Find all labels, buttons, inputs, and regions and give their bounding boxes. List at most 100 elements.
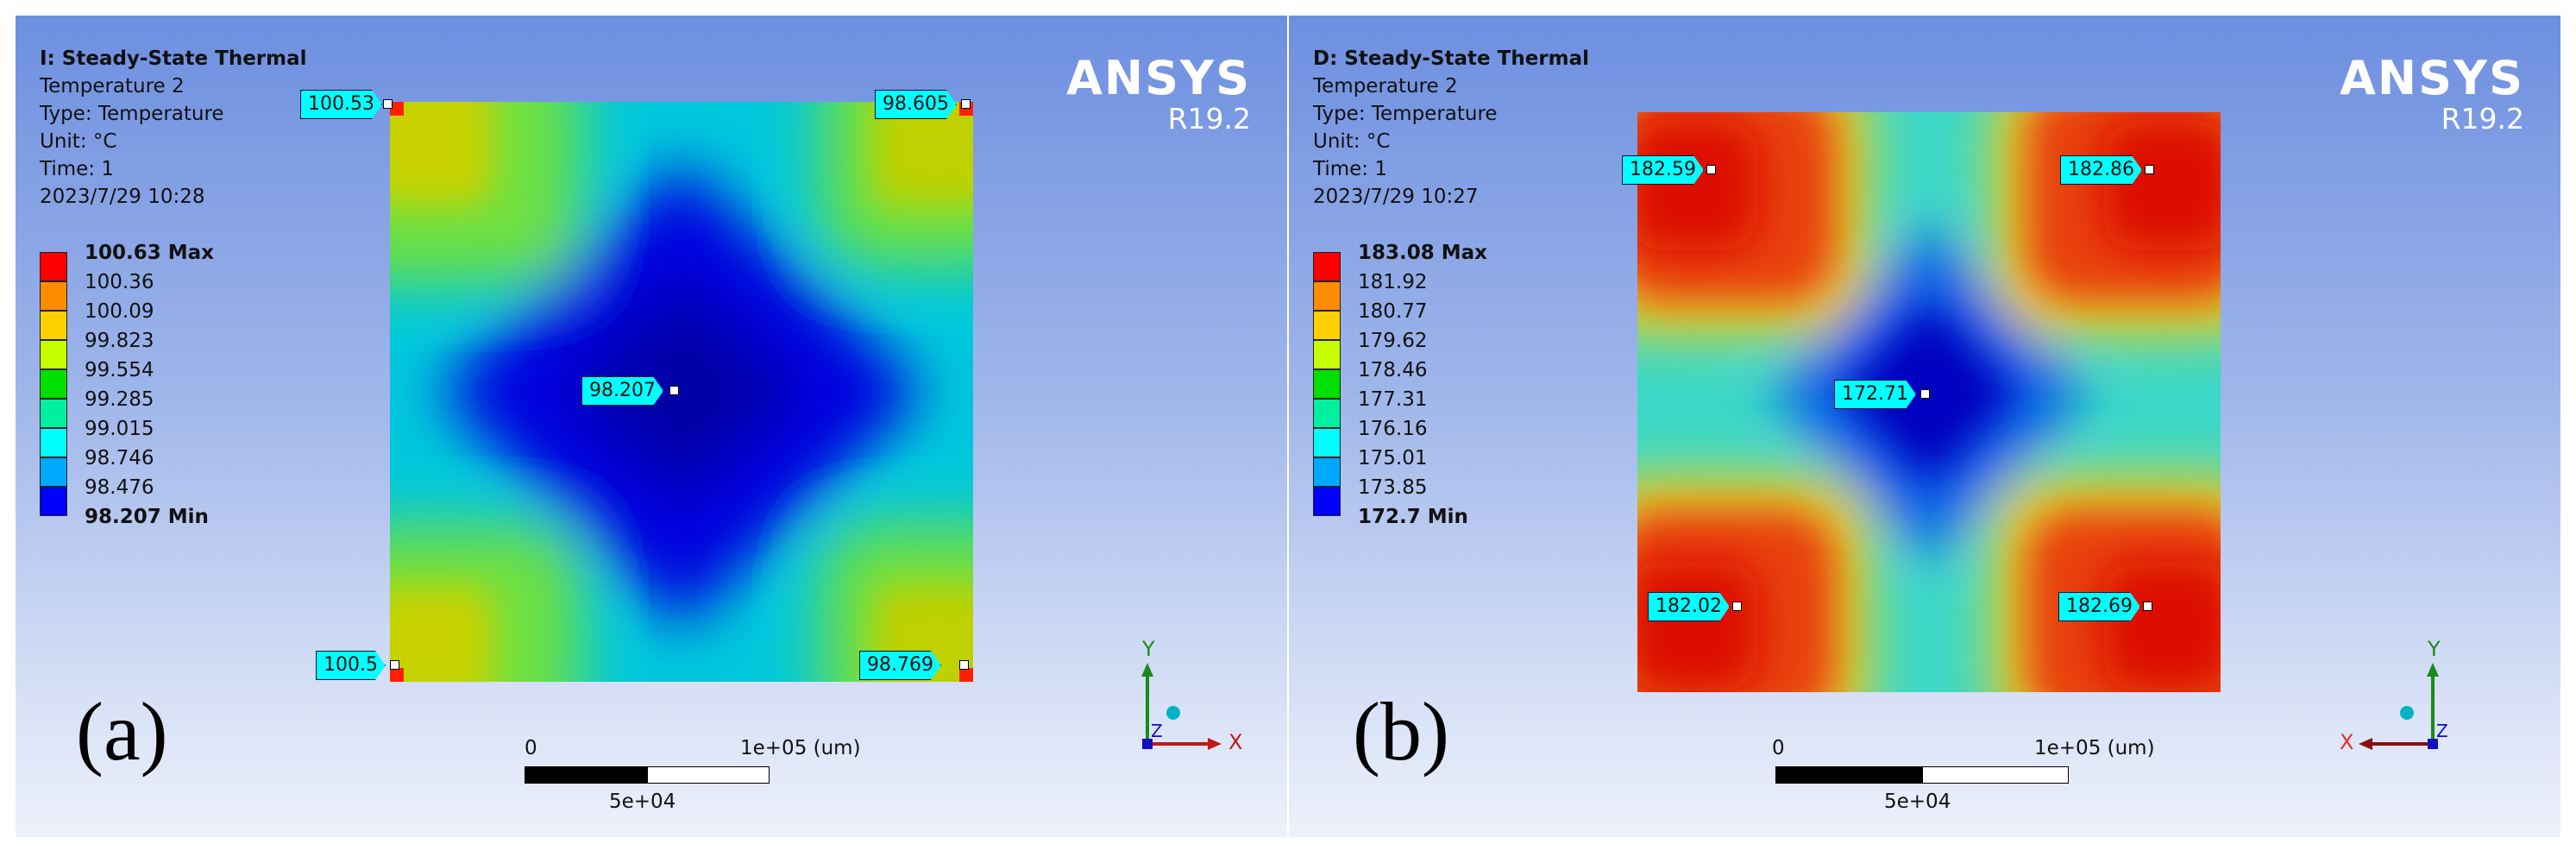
probe-marker: [1920, 389, 1930, 399]
scale-end: 1e+05 (um): [740, 737, 861, 759]
legend-min: 172.7 Min: [1358, 506, 1468, 528]
probe-label-top-right[interactable]: 98.605: [875, 90, 957, 119]
scale-bar-white: [1922, 766, 2069, 784]
probe-label-bottom-left[interactable]: 100.5: [316, 651, 386, 680]
probe-marker: [669, 386, 679, 395]
result-info: D: Steady-State Thermal Temperature 2 Ty…: [1313, 45, 1589, 211]
legend-label: 98.746: [85, 447, 154, 469]
legend-label: 99.554: [85, 359, 154, 381]
legend-swatch-6: [1313, 399, 1341, 428]
scale-mid: 5e+04: [1884, 791, 1951, 813]
scale-zero: 0: [1772, 737, 1785, 759]
result-time: Time: 1: [1313, 158, 1387, 180]
legend-swatch-2: [1313, 281, 1341, 311]
legend-label: 175.01: [1358, 447, 1428, 469]
result-info: I: Steady-State Thermal Temperature 2 Ty…: [40, 45, 307, 211]
axis-triad-graphic: Y X Z: [1141, 637, 1242, 754]
probe-marker: [959, 660, 969, 670]
ansys-version: R19.2: [1167, 102, 1251, 135]
scale-bar: 0 1e+05 (um) 5e+04: [1772, 737, 2155, 823]
axis-triad[interactable]: Y X Z: [1111, 628, 1249, 766]
legend-swatch-7: [40, 428, 67, 457]
contour-view-b: D: Steady-State Thermal Temperature 2 Ty…: [1289, 16, 2560, 837]
legend-label: 100.36: [85, 271, 154, 293]
legend-swatch-1: [40, 252, 67, 281]
probe-label-top-left[interactable]: 182.59: [1622, 155, 1704, 185]
legend-swatch-5: [40, 369, 67, 399]
scale-bar-white: [647, 766, 770, 784]
scale-bar: 0 1e+05 (um) 5e+04: [525, 737, 870, 823]
legend-swatch-8: [1313, 457, 1341, 487]
probe-label-bottom-right[interactable]: 182.69: [2058, 592, 2140, 621]
probe-marker: [1706, 165, 1716, 174]
result-unit: Unit: °C: [40, 130, 117, 153]
result-type: Type: Temperature: [1313, 103, 1498, 125]
figure-label-b: (b): [1353, 685, 1449, 778]
probe-label-top-left[interactable]: 100.53: [300, 90, 382, 119]
legend-swatch-4: [40, 340, 67, 369]
legend-label: 180.77: [1358, 300, 1428, 323]
probe-marker: [961, 99, 971, 109]
probe-label-bottom-left[interactable]: 182.02: [1648, 592, 1730, 621]
analysis-title: D: Steady-State Thermal: [1313, 47, 1590, 70]
legend-label: 179.62: [1358, 330, 1428, 352]
legend-swatch-9: [40, 487, 67, 516]
legend-label: 178.46: [1358, 359, 1428, 381]
scale-mid: 5e+04: [609, 791, 676, 813]
legend-swatch-4: [1313, 340, 1341, 369]
scale-bar-black: [525, 766, 647, 784]
probe-marker: [1732, 602, 1742, 611]
probe-label-center[interactable]: 172.71: [1834, 380, 1916, 409]
axis-z-label: Z: [2436, 721, 2448, 741]
analysis-title: I: Steady-State Thermal: [40, 47, 307, 70]
legend-swatch-5: [1313, 369, 1341, 399]
legend-label: 98.476: [85, 476, 154, 499]
axis-x-label: X: [1228, 730, 1242, 754]
probe-label-center[interactable]: 98.207: [581, 376, 663, 406]
legend-swatch-6: [40, 399, 67, 428]
legend-label: 100.09: [85, 300, 154, 323]
hot-spot-br: [959, 668, 973, 682]
legend-label: 99.823: [85, 330, 154, 352]
axis-triad[interactable]: Y X Z: [2331, 628, 2469, 766]
probe-label-bottom-right[interactable]: 98.769: [859, 651, 941, 680]
temperature-contour-plate: [390, 102, 973, 682]
legend-label: 173.85: [1358, 476, 1428, 499]
legend-min: 98.207 Min: [85, 506, 209, 528]
contour-map-a: [390, 102, 973, 682]
figure-label-a: (a): [76, 685, 168, 778]
scale-bar-black: [1775, 766, 1922, 784]
result-unit: Unit: °C: [1313, 130, 1391, 153]
ansys-version: R19.2: [2441, 102, 2524, 135]
legend-swatch-2: [40, 281, 67, 311]
axis-z-label: Z: [1151, 721, 1163, 741]
legend-swatch-3: [40, 311, 67, 340]
hot-spot-bl: [390, 668, 404, 682]
legend-label: 176.16: [1358, 418, 1428, 440]
hot-spot-tl: [390, 102, 404, 116]
legend-max: 100.63 Max: [85, 242, 215, 264]
legend-label: 99.015: [85, 418, 154, 440]
legend-label: 177.31: [1358, 388, 1428, 411]
probe-marker: [2145, 165, 2154, 174]
axis-y-label: Y: [1141, 637, 1155, 661]
axis-y-label: Y: [2427, 637, 2441, 661]
result-name: Temperature 2: [40, 75, 185, 98]
ansys-brand: ANSYS: [1066, 51, 1251, 105]
probe-marker: [383, 99, 393, 109]
result-time: Time: 1: [40, 158, 114, 180]
scale-zero: 0: [525, 737, 537, 759]
probe-marker: [390, 660, 399, 670]
result-timestamp: 2023/7/29 10:28: [40, 186, 205, 208]
legend-swatch-8: [40, 457, 67, 487]
result-type: Type: Temperature: [40, 103, 224, 125]
scale-end: 1e+05 (um): [2034, 737, 2155, 759]
legend-label: 99.285: [85, 388, 154, 411]
result-name: Temperature 2: [1313, 75, 1458, 98]
legend-swatch-7: [1313, 428, 1341, 457]
axis-triad-graphic: Y X Z: [2340, 637, 2448, 754]
probe-label-top-right[interactable]: 182.86: [2060, 155, 2142, 185]
axis-x-label: X: [2340, 730, 2353, 754]
legend-swatch-1: [1313, 252, 1341, 281]
legend-swatch-3: [1313, 311, 1341, 340]
